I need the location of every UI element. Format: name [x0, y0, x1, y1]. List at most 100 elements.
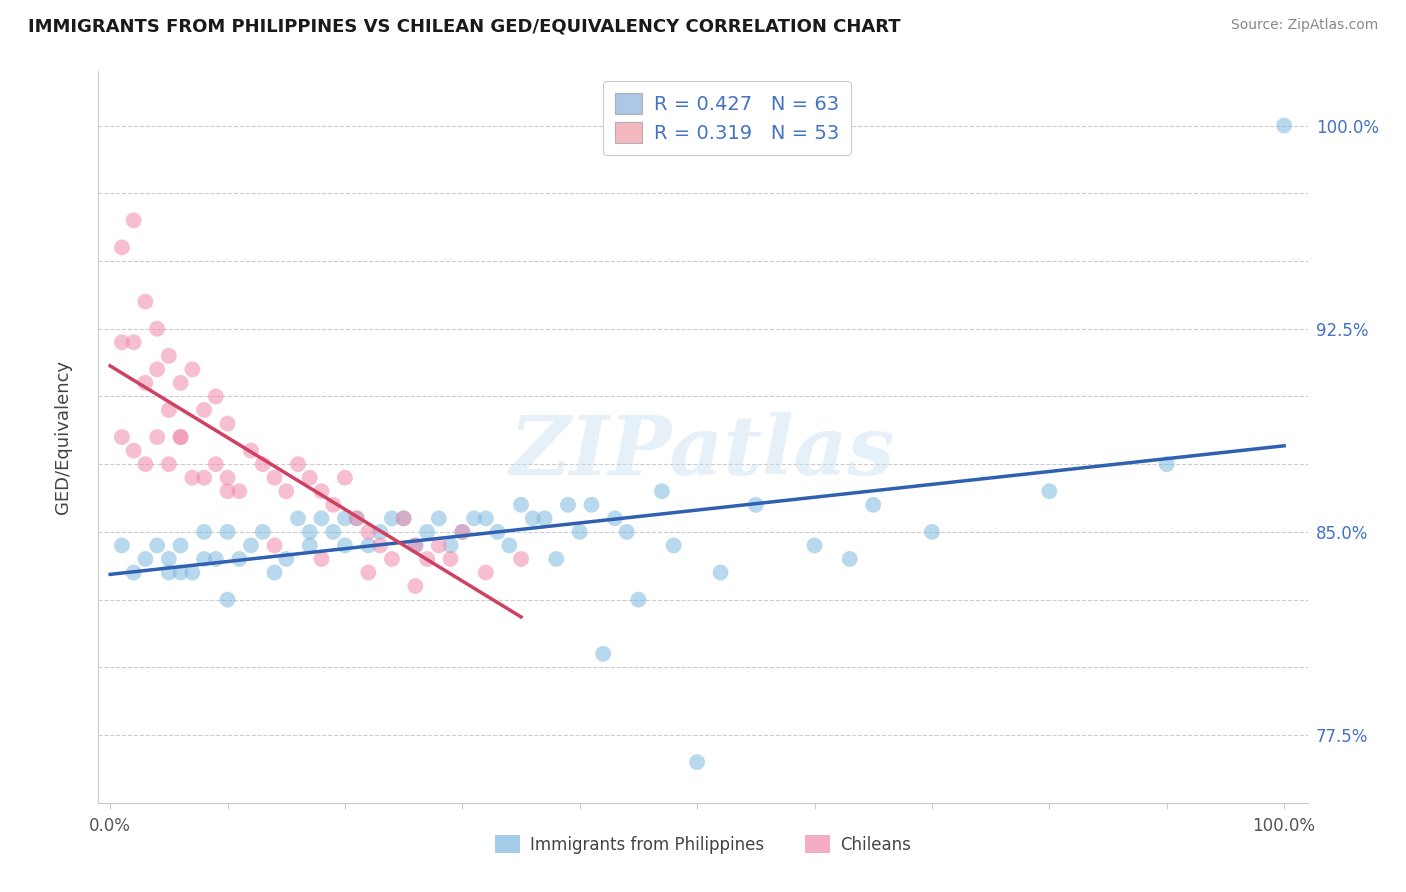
- Point: [181, 566, 204, 580]
- Point: [745, 498, 768, 512]
- Point: [686, 755, 709, 769]
- Point: [169, 538, 191, 552]
- Point: [157, 349, 180, 363]
- Point: [603, 511, 626, 525]
- Point: [357, 566, 380, 580]
- Point: [134, 376, 156, 390]
- Point: [287, 457, 309, 471]
- Point: [287, 511, 309, 525]
- Point: [322, 498, 344, 512]
- Point: [240, 443, 263, 458]
- Point: [451, 524, 474, 539]
- Point: [204, 552, 226, 566]
- Point: [368, 524, 391, 539]
- Point: [134, 457, 156, 471]
- Point: [276, 552, 298, 566]
- Point: [111, 240, 134, 254]
- Point: [146, 322, 169, 336]
- Point: [311, 484, 333, 499]
- Point: [111, 430, 134, 444]
- Point: [616, 524, 638, 539]
- Point: [204, 457, 226, 471]
- Point: [862, 498, 884, 512]
- Point: [498, 538, 520, 552]
- Point: [204, 389, 226, 403]
- Point: [557, 498, 579, 512]
- Point: [169, 430, 191, 444]
- Point: [240, 538, 263, 552]
- Point: [111, 538, 134, 552]
- Point: [333, 471, 356, 485]
- Point: [346, 511, 368, 525]
- Point: [122, 443, 145, 458]
- Point: [416, 552, 439, 566]
- Point: [381, 511, 404, 525]
- Point: [392, 511, 415, 525]
- Point: [416, 524, 439, 539]
- Point: [803, 538, 825, 552]
- Point: [263, 538, 285, 552]
- Point: [169, 430, 191, 444]
- Point: [475, 511, 498, 525]
- Text: ZIPatlas: ZIPatlas: [510, 412, 896, 491]
- Point: [134, 294, 156, 309]
- Point: [146, 430, 169, 444]
- Point: [298, 538, 321, 552]
- Point: [510, 552, 533, 566]
- Point: [217, 471, 239, 485]
- Point: [404, 538, 426, 552]
- Legend: Immigrants from Philippines, Chileans: Immigrants from Philippines, Chileans: [488, 829, 918, 860]
- Point: [228, 484, 250, 499]
- Point: [1156, 457, 1178, 471]
- Point: [181, 471, 204, 485]
- Point: [463, 511, 485, 525]
- Point: [546, 552, 568, 566]
- Point: [581, 498, 603, 512]
- Point: [568, 524, 591, 539]
- Point: [311, 511, 333, 525]
- Point: [122, 213, 145, 227]
- Point: [1038, 484, 1060, 499]
- Point: [217, 524, 239, 539]
- Point: [475, 566, 498, 580]
- Point: [169, 376, 191, 390]
- Point: [169, 566, 191, 580]
- Point: [838, 552, 860, 566]
- Point: [346, 511, 368, 525]
- Point: [146, 362, 169, 376]
- Point: [311, 552, 333, 566]
- Point: [921, 524, 943, 539]
- Point: [1272, 119, 1295, 133]
- Point: [522, 511, 544, 525]
- Point: [451, 524, 474, 539]
- Point: [298, 471, 321, 485]
- Point: [181, 362, 204, 376]
- Point: [111, 335, 134, 350]
- Point: [193, 403, 215, 417]
- Point: [381, 552, 404, 566]
- Point: [263, 471, 285, 485]
- Point: [651, 484, 673, 499]
- Point: [193, 471, 215, 485]
- Y-axis label: GED/Equivalency: GED/Equivalency: [53, 360, 72, 514]
- Point: [357, 538, 380, 552]
- Point: [592, 647, 614, 661]
- Point: [228, 552, 250, 566]
- Point: [627, 592, 650, 607]
- Point: [439, 538, 461, 552]
- Point: [263, 566, 285, 580]
- Point: [298, 524, 321, 539]
- Point: [439, 552, 461, 566]
- Point: [134, 552, 156, 566]
- Point: [122, 566, 145, 580]
- Text: Source: ZipAtlas.com: Source: ZipAtlas.com: [1230, 18, 1378, 32]
- Point: [276, 484, 298, 499]
- Point: [427, 511, 450, 525]
- Point: [146, 538, 169, 552]
- Point: [404, 579, 426, 593]
- Point: [193, 552, 215, 566]
- Point: [392, 511, 415, 525]
- Point: [322, 524, 344, 539]
- Point: [333, 538, 356, 552]
- Point: [252, 457, 274, 471]
